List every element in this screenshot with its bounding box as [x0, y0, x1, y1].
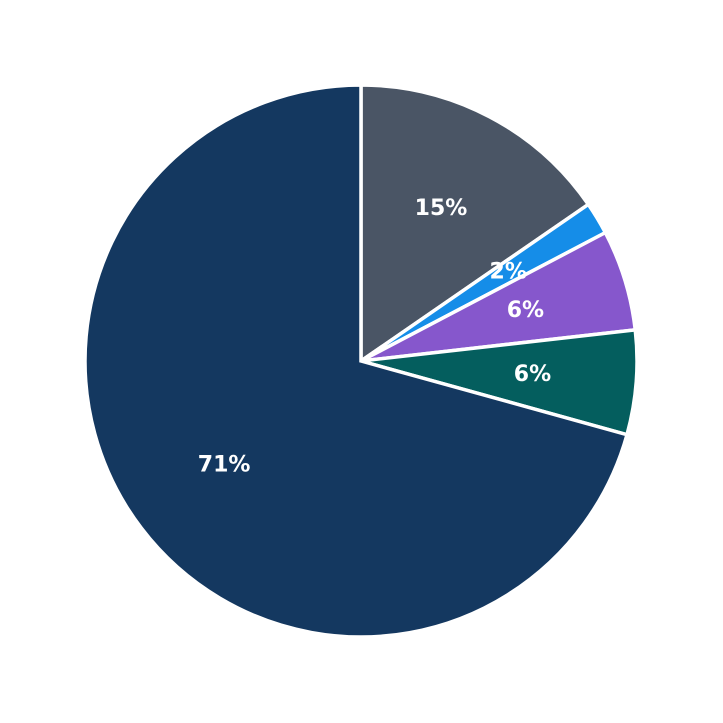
slice-label-0: 15%: [415, 196, 468, 221]
labels-layer: 15% 2% 6% 6% 71%: [198, 196, 551, 477]
slice-label-4: 71%: [198, 453, 251, 478]
slice-label-1: 2%: [490, 260, 527, 285]
slice-label-3: 6%: [514, 362, 551, 387]
pie-slice-4: [83, 83, 630, 639]
slice-label-2: 6%: [507, 298, 544, 323]
pie-slice-0: [359, 83, 591, 365]
slices-layer: [83, 83, 639, 639]
